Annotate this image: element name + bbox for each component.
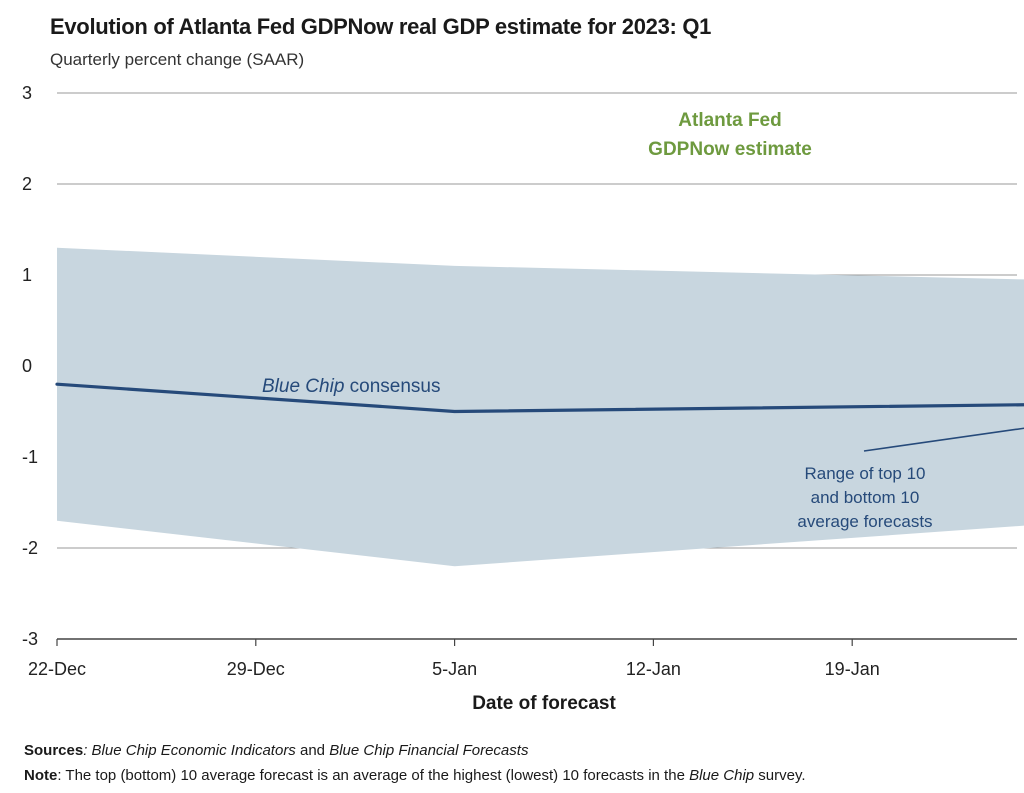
sources-sep: : <box>83 742 92 759</box>
chart-title: Evolution of Atlanta Fed GDPNow real GDP… <box>50 14 712 39</box>
x-tick-label: 22-Dec <box>28 659 86 679</box>
y-tick-label: 2 <box>22 174 32 194</box>
y-tick-label: -3 <box>22 629 38 649</box>
bluechip-annotation-rest: consensus <box>344 376 440 397</box>
x-tick-label: 29-Dec <box>227 659 285 679</box>
y-tick-label: 0 <box>22 356 32 376</box>
x-axis-label: Date of forecast <box>472 693 616 714</box>
note-italic: Blue Chip <box>689 767 755 784</box>
range-band <box>57 247 1024 567</box>
range-pointer-line <box>863 427 1024 452</box>
source-1: Blue Chip Economic Indicators <box>91 742 296 759</box>
range-annotation-line3: average forecasts <box>797 512 932 531</box>
x-tick-label: 5-Jan <box>432 659 477 679</box>
y-tick-label: -1 <box>22 447 38 467</box>
bluechip-annotation: Blue Chip consensus <box>262 376 441 397</box>
range-annotation-line2: and bottom 10 <box>811 488 920 507</box>
y-tick-label: 3 <box>22 83 32 103</box>
sources-and: and <box>295 742 330 759</box>
note-label: Note <box>24 767 58 784</box>
sources-label: Sources <box>24 742 84 759</box>
sources-line: Sources: Blue Chip Economic Indicators a… <box>24 742 528 759</box>
note-line: Note: The top (bottom) 10 average foreca… <box>24 767 806 784</box>
x-tick-label: 19-Jan <box>825 659 880 679</box>
bluechip-annotation-italic: Blue Chip <box>262 376 344 397</box>
chart-subtitle: Quarterly percent change (SAAR) <box>50 50 305 69</box>
gdpnow-annotation-line2: GDPNow estimate <box>648 139 812 160</box>
bluechip-line <box>55 382 1024 414</box>
y-tick-label: -2 <box>22 538 38 558</box>
chart-area: 3210-1-2-322-Dec29-Dec5-Jan12-Jan19-Jan2… <box>22 83 1024 679</box>
range-annotation-line1: Range of top 10 <box>805 464 926 483</box>
y-tick-label: 1 <box>22 265 32 285</box>
source-2: Blue Chip Financial Forecasts <box>329 742 529 759</box>
gdpnow-annotation-line1: Atlanta Fed <box>678 110 781 131</box>
note-end: survey. <box>754 767 806 784</box>
note-text: : The top (bottom) 10 average forecast i… <box>57 767 690 784</box>
x-tick-label: 12-Jan <box>626 659 681 679</box>
